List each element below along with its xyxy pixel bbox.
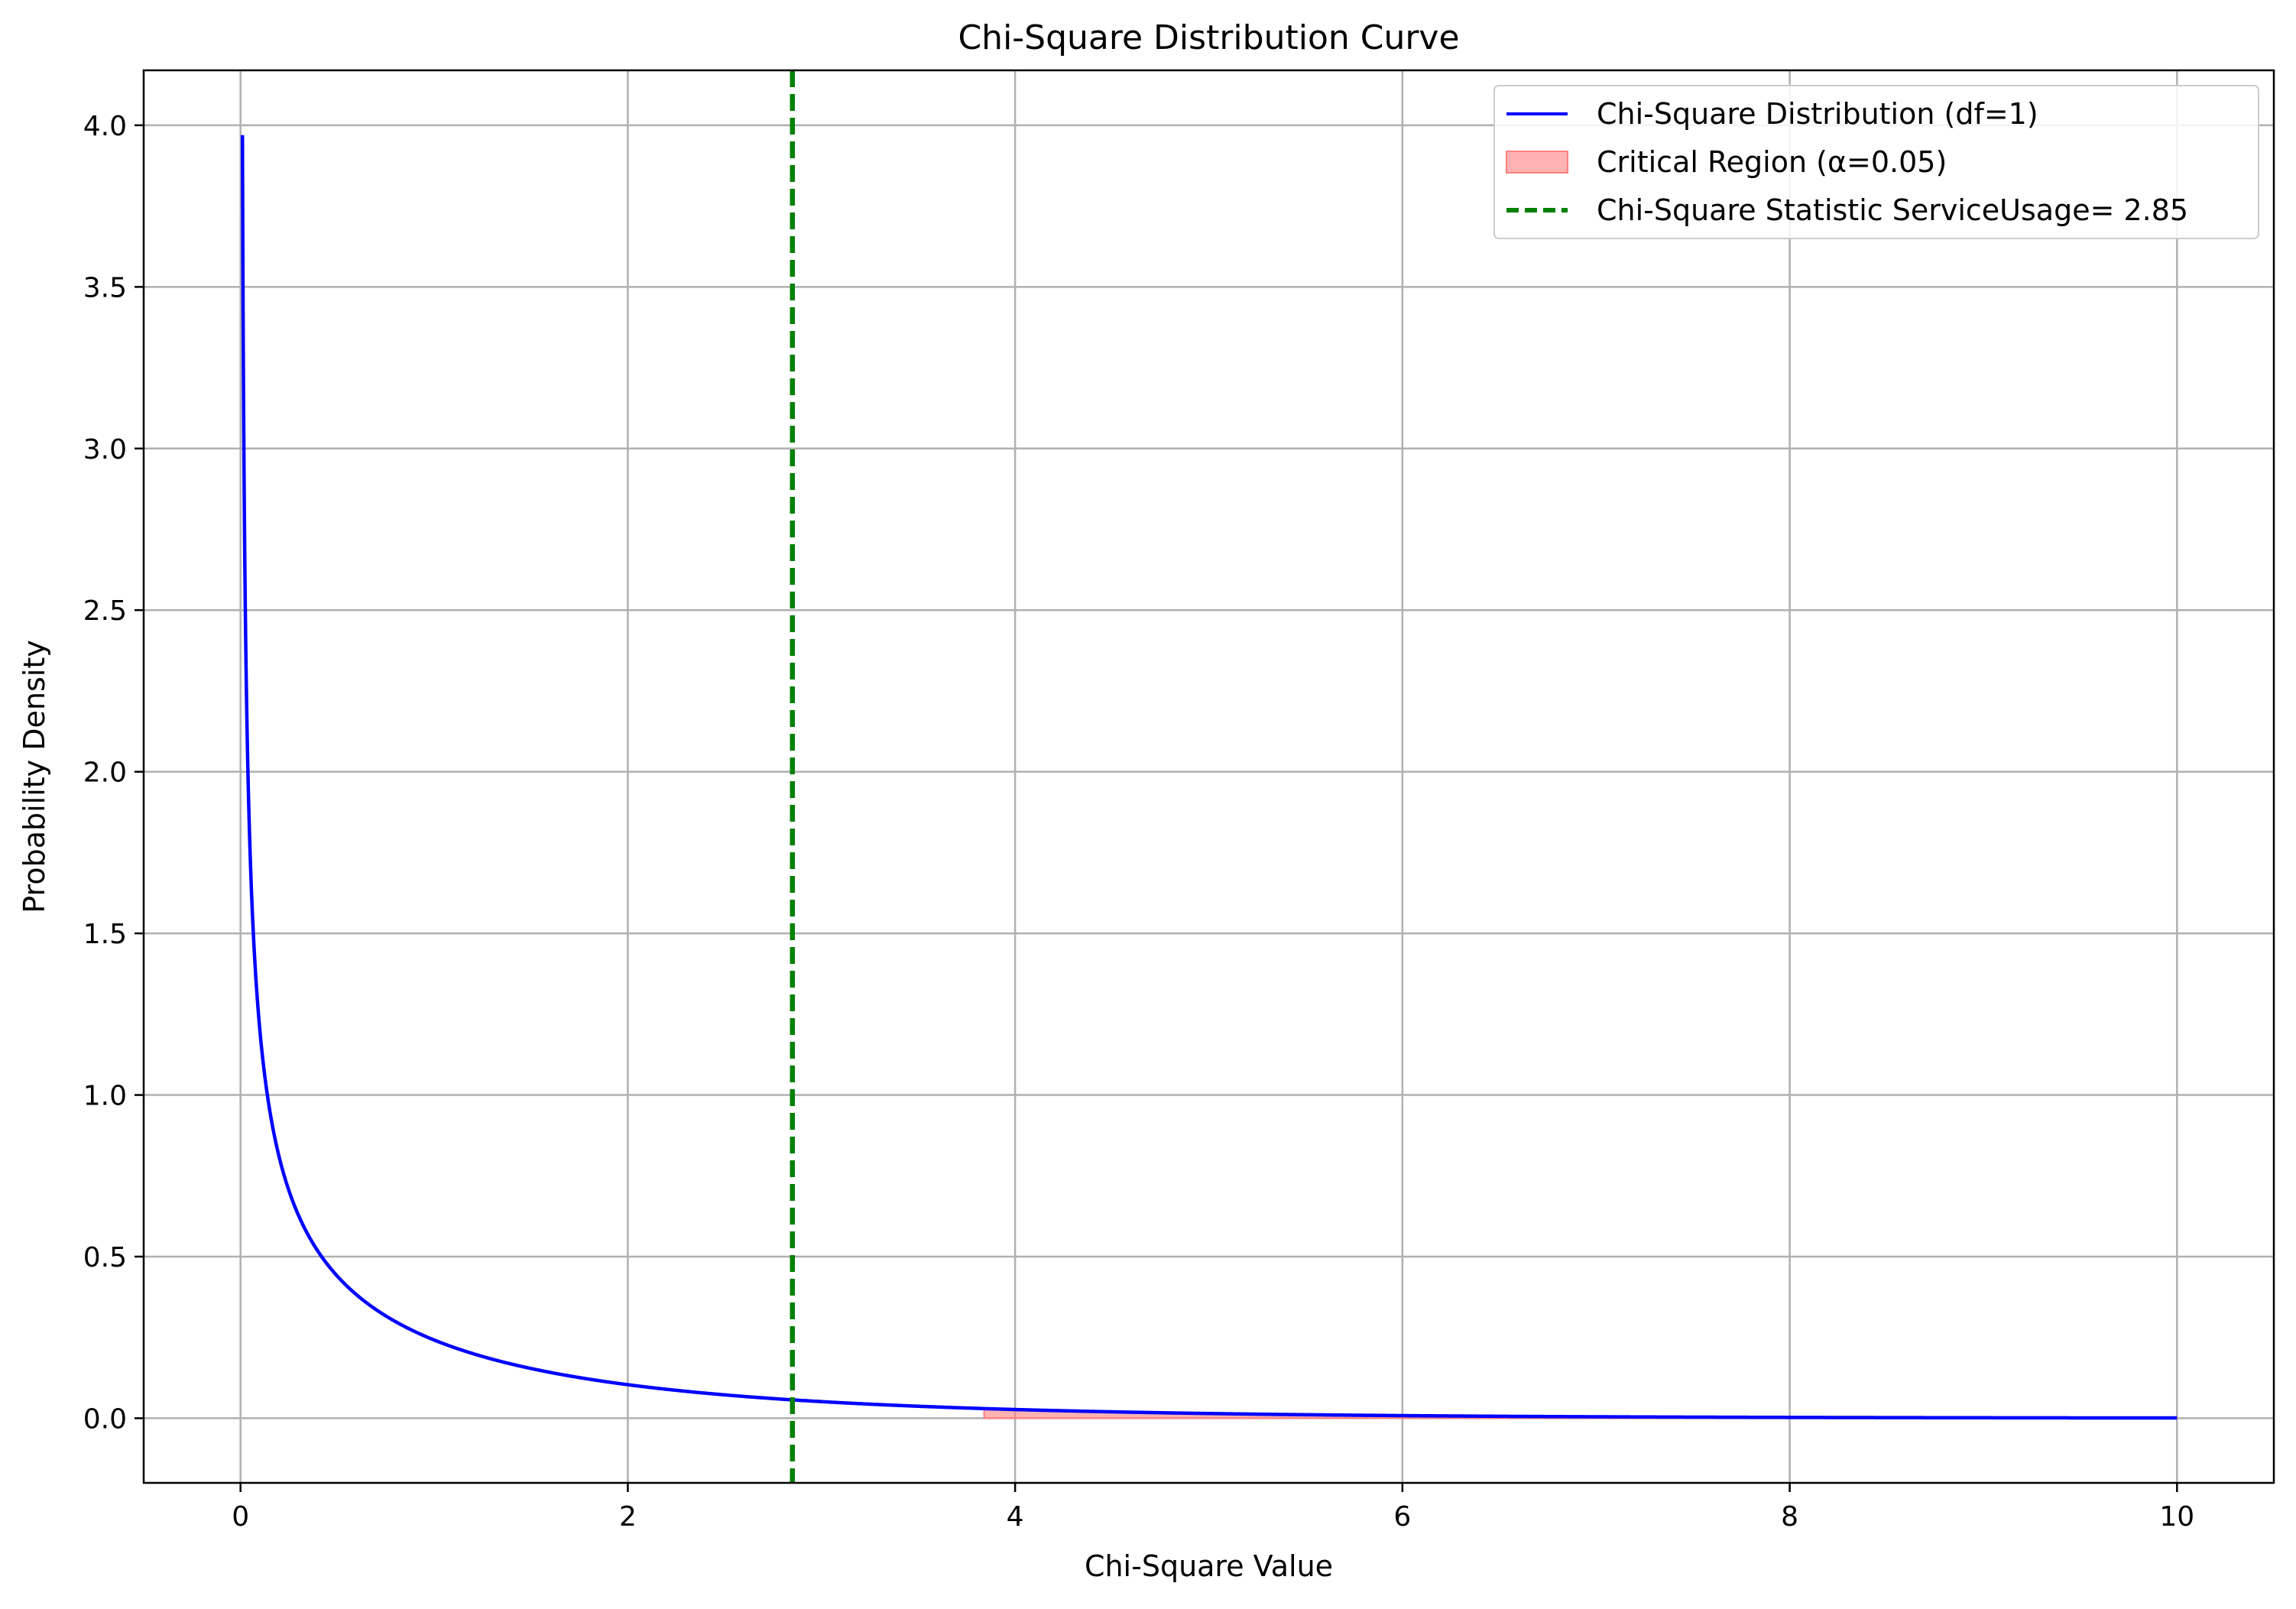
grid-layer [144,70,2274,1483]
y-tick-label: 2.0 [83,757,127,789]
legend-box [1493,85,2259,239]
y-tick-label: 3.5 [83,272,127,303]
x-tick-label: 8 [1781,1501,1798,1533]
y-axis-title: Probability Density [18,640,51,913]
legend-label-statistic: Chi-Square Statistic ServiceUsage= 2.85 [1597,193,2188,227]
y-tick-label: 0.5 [83,1242,127,1273]
legend-label-curve: Chi-Square Distribution (df=1) [1597,97,2038,131]
distribution-curve-line [240,135,2178,1420]
y-tick-label: 1.5 [83,919,127,950]
x-axis-title: Chi-Square Value [1085,1549,1333,1583]
y-tick-label: 4.0 [83,111,127,142]
legend-swatch-region [1506,151,1568,174]
plot-frame [142,69,2275,1484]
y-tick-label: 2.5 [83,595,127,627]
y-tick-label: 0.0 [83,1403,127,1435]
tick-layer: 0 2 4 6 8 10 0.0 0.5 1.0 1.5 2.0 2.5 3.0 3.5 4.0 [83,111,2194,1533]
x-tick-label: 0 [232,1501,249,1533]
legend-label-region: Critical Region (α=0.05) [1597,145,1947,179]
legend: Chi-Square Distribution (df=1) Critical … [1493,85,2259,239]
x-tick-label: 4 [1007,1501,1024,1533]
x-tick-label: 2 [619,1501,637,1533]
chart-title: Chi-Square Distribution Curve [958,18,1459,57]
x-tick-label: 10 [2159,1501,2194,1533]
data-layer [240,70,2178,1483]
x-tick-label: 6 [1393,1501,1411,1533]
y-tick-label: 3.0 [83,434,127,466]
y-tick-label: 1.0 [83,1081,127,1112]
